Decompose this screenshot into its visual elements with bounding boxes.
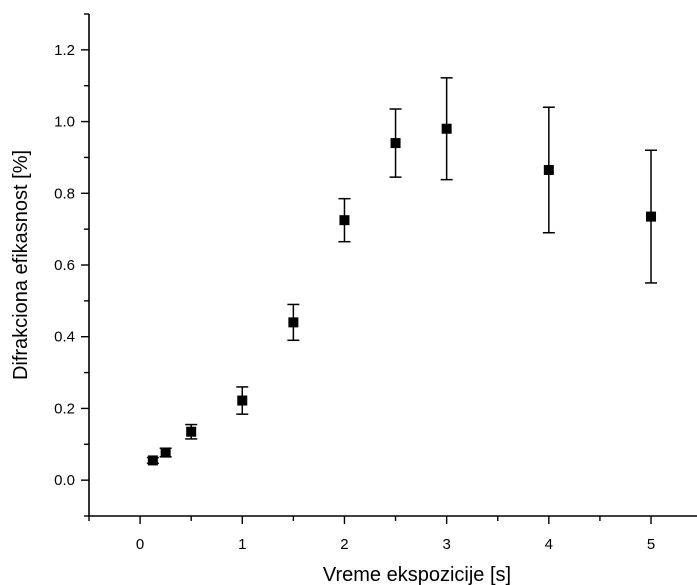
data-point <box>543 164 554 175</box>
data-point <box>186 426 197 437</box>
data-point <box>646 211 657 222</box>
error-bars <box>146 77 658 465</box>
x-tick-label: 4 <box>545 536 553 553</box>
x-axis-ticks: 0 1 2 3 4 5 <box>88 516 655 553</box>
data-point <box>288 317 299 328</box>
x-tick-label: 1 <box>238 536 246 553</box>
y-axis-title: Difrakciona efikasnost [%] <box>10 150 32 380</box>
data-point <box>339 215 350 226</box>
axes <box>88 14 697 517</box>
data-points <box>147 123 657 466</box>
x-tick-label: 2 <box>340 536 348 553</box>
y-tick-label: 0.6 <box>54 257 75 274</box>
data-point <box>441 123 452 134</box>
x-axis-title: Vreme ekspozicije [s] <box>323 564 511 585</box>
y-axis-ticks: 0.0 0.2 0.4 0.6 0.8 1.0 1.2 <box>54 13 89 517</box>
y-tick-label: 1.0 <box>54 114 75 131</box>
y-tick-label: 0.4 <box>54 329 75 346</box>
y-tick-label: 1.2 <box>54 42 75 59</box>
data-point <box>390 138 401 149</box>
data-point <box>237 395 248 406</box>
data-point <box>147 455 158 466</box>
y-tick-label: 0.0 <box>54 472 75 489</box>
x-tick-label: 5 <box>647 536 655 553</box>
data-point <box>160 447 171 458</box>
y-tick-label: 0.2 <box>54 400 75 417</box>
x-tick-label: 0 <box>136 536 144 553</box>
x-tick-label: 3 <box>442 536 450 553</box>
y-tick-label: 0.8 <box>54 185 75 202</box>
